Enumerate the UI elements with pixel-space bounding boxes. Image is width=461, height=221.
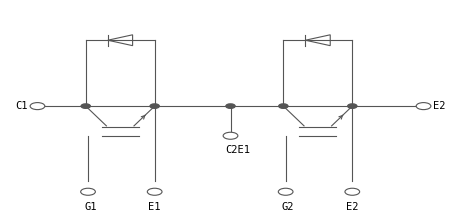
Text: C2E1: C2E1 xyxy=(225,145,250,155)
Text: E2: E2 xyxy=(346,202,359,212)
Circle shape xyxy=(223,132,238,139)
Circle shape xyxy=(226,104,235,108)
Text: E1: E1 xyxy=(148,202,161,212)
Circle shape xyxy=(348,104,357,108)
Circle shape xyxy=(30,103,45,110)
Circle shape xyxy=(416,103,431,110)
Circle shape xyxy=(278,188,293,195)
Circle shape xyxy=(279,104,288,108)
Text: G1: G1 xyxy=(84,202,96,212)
Circle shape xyxy=(81,188,95,195)
Circle shape xyxy=(345,188,360,195)
Circle shape xyxy=(81,104,90,108)
Circle shape xyxy=(148,188,162,195)
Text: E2: E2 xyxy=(433,101,446,111)
Text: C1: C1 xyxy=(15,101,28,111)
Circle shape xyxy=(150,104,159,108)
Text: G2: G2 xyxy=(282,202,294,212)
